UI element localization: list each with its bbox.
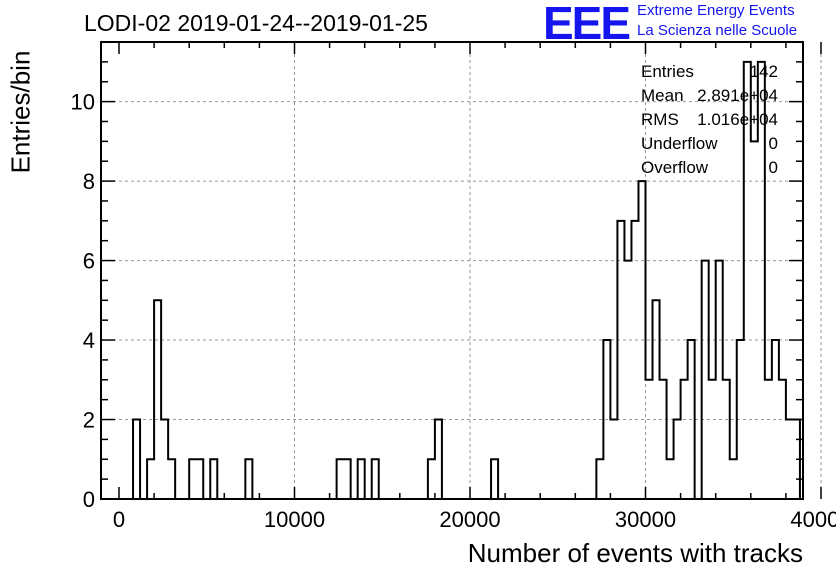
stats-box: Entries 142 Mean 2.891e+04 RMS 1.016e+04… [641, 60, 778, 180]
stats-row-underflow: Underflow 0 [641, 132, 778, 156]
plot-frame [100, 41, 804, 500]
y-tick-label: 10 [71, 90, 95, 115]
stats-row-overflow: Overflow 0 [641, 156, 778, 180]
stats-row-mean: Mean 2.891e+04 [641, 84, 778, 108]
x-tick-label: 20000 [439, 507, 500, 532]
axis-ticks [101, 41, 822, 500]
eee-logo: EEE [543, 0, 631, 49]
x-tick-label: 10000 [264, 507, 325, 532]
y-tick-label: 0 [83, 487, 95, 512]
stats-value: 0 [768, 158, 778, 177]
y-tick-label: 6 [83, 249, 95, 274]
x-tick-label: 30000 [615, 507, 676, 532]
grid-lines [101, 42, 822, 499]
stats-value: 2.891e+04 [697, 86, 778, 105]
y-axis-label: Entries/bin [5, 50, 36, 174]
x-axis-label: Number of events with tracks [467, 538, 803, 568]
y-tick-label: 4 [83, 328, 95, 353]
x-tick-label: 0 [113, 507, 125, 532]
logo-line-1: Extreme Energy Events [637, 2, 795, 19]
stats-value: 0 [768, 134, 778, 153]
stats-label: RMS [641, 110, 679, 129]
stats-label: Mean [641, 86, 684, 105]
chart-title: LODI-02 2019-01-24--2019-01-25 [84, 10, 428, 36]
logo-line-2: La Scienza nelle Scuole [637, 22, 798, 39]
stats-value: 1.016e+04 [697, 110, 778, 129]
stats-row-entries: Entries 142 [641, 60, 778, 84]
stats-label: Underflow [641, 134, 718, 153]
stats-label: Overflow [641, 158, 709, 177]
stats-label: Entries [641, 62, 694, 81]
y-tick-label: 8 [83, 169, 95, 194]
stats-value: 142 [749, 62, 778, 81]
y-tick-label: 2 [83, 408, 95, 433]
stats-row-rms: RMS 1.016e+04 [641, 108, 778, 132]
